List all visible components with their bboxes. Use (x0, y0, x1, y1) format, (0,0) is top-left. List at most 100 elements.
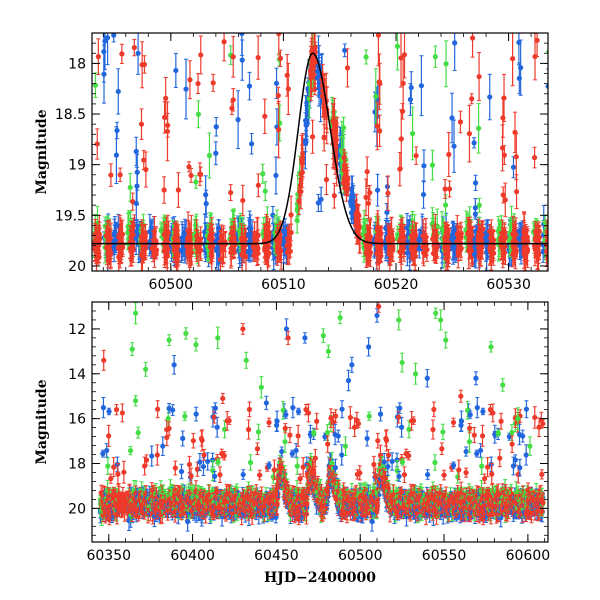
data-point (220, 246, 226, 252)
data-point (193, 222, 199, 229)
data-point (153, 251, 159, 257)
data-point (273, 80, 280, 86)
data-point (356, 223, 362, 229)
data-point (284, 243, 290, 249)
data-point (198, 171, 204, 177)
data-point (377, 128, 383, 134)
data-point (130, 222, 137, 228)
data-point (131, 44, 137, 51)
data-point (260, 171, 266, 177)
data-point (203, 192, 209, 198)
data-point (378, 231, 384, 237)
data-point (349, 191, 355, 197)
data-point (296, 198, 302, 204)
data-point (193, 179, 199, 185)
data-point (276, 127, 282, 133)
data-point (318, 196, 324, 202)
data-point (217, 256, 224, 262)
data-point (251, 252, 258, 258)
data-point (308, 62, 315, 68)
data-point (408, 84, 414, 91)
data-point (139, 250, 146, 257)
data-point (239, 57, 245, 63)
data-point (374, 123, 380, 129)
data-point (228, 189, 234, 196)
data-point (365, 245, 371, 251)
data-point (304, 117, 310, 123)
data-point (331, 193, 337, 199)
data-point (398, 55, 404, 61)
data-point (276, 239, 283, 245)
data-point (390, 237, 396, 243)
data-point (113, 152, 120, 158)
data-point (350, 204, 356, 210)
data-point (164, 128, 171, 134)
data-point (275, 92, 281, 99)
data-point (158, 228, 164, 234)
data-point (114, 127, 120, 134)
data-point (399, 108, 406, 114)
data-point (230, 54, 236, 60)
data-point (262, 113, 268, 119)
data-point (112, 230, 118, 236)
data-point (297, 188, 303, 195)
data-point (315, 200, 321, 206)
data-point (94, 141, 100, 147)
data-point (183, 86, 189, 92)
data-point (246, 232, 252, 238)
data-point (420, 191, 427, 198)
data-point (194, 233, 200, 239)
data-point (239, 33, 245, 37)
data-point (277, 120, 283, 126)
data-point (397, 249, 403, 255)
data-point (235, 117, 241, 123)
data-point (321, 135, 327, 141)
data-point (401, 52, 408, 58)
data-point (377, 81, 383, 87)
data-point (347, 199, 354, 205)
data-point (228, 230, 235, 236)
data-point (207, 232, 213, 239)
data-point (107, 251, 114, 257)
data-point (187, 77, 193, 83)
data-point (95, 54, 101, 60)
data-point (240, 197, 246, 204)
data-point (143, 166, 149, 173)
data-point (127, 184, 133, 191)
data-point (394, 43, 401, 49)
data-point (238, 236, 245, 242)
data-point (221, 39, 227, 45)
data-point (375, 33, 382, 38)
data-point (330, 127, 336, 134)
data-point (111, 33, 117, 38)
data-point (385, 190, 391, 196)
data-point (246, 83, 253, 89)
data-point (141, 157, 147, 163)
data-point (135, 50, 141, 56)
data-point (412, 243, 418, 249)
data-point (127, 245, 133, 251)
data-point (418, 83, 425, 89)
data-point (139, 62, 145, 68)
data-point (384, 209, 390, 215)
data-point (374, 187, 381, 193)
data-point (375, 237, 381, 243)
data-point (363, 194, 369, 200)
data-point (161, 187, 167, 193)
data-point (276, 33, 282, 37)
data-point (255, 182, 261, 188)
data-point (373, 93, 379, 100)
data-point (229, 105, 235, 111)
data-point (163, 95, 169, 101)
data-point (274, 243, 281, 250)
data-point (285, 236, 291, 242)
data-point (175, 187, 181, 193)
data-point (400, 80, 406, 86)
data-point (407, 96, 414, 103)
data-point (299, 155, 306, 161)
data-point (367, 190, 373, 196)
data-point (148, 228, 154, 235)
data-point (240, 245, 246, 251)
data-point (376, 258, 382, 265)
